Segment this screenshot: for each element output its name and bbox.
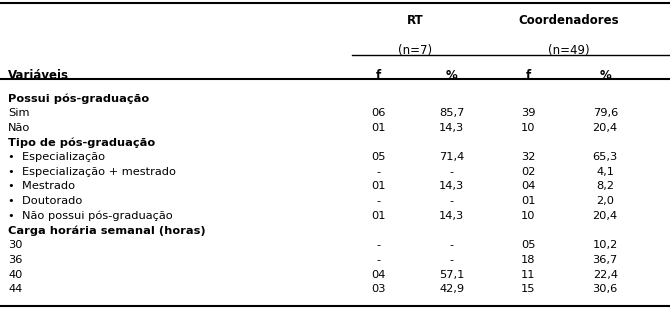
Text: -: - [377, 196, 381, 206]
Text: Tipo de pós-graduação: Tipo de pós-graduação [8, 138, 155, 148]
Text: 79,6: 79,6 [592, 108, 618, 118]
Text: Sim: Sim [8, 108, 29, 118]
Text: 36: 36 [8, 255, 22, 265]
Text: 06: 06 [371, 108, 385, 118]
Text: 01: 01 [521, 196, 536, 206]
Text: (n=7): (n=7) [398, 44, 432, 57]
Text: 14,3: 14,3 [439, 211, 464, 221]
Text: 57,1: 57,1 [439, 270, 464, 280]
Text: Possui pós-graduação: Possui pós-graduação [8, 93, 149, 104]
Text: 20,4: 20,4 [593, 123, 618, 133]
Text: Coordenadores: Coordenadores [518, 14, 619, 27]
Text: 30: 30 [8, 240, 23, 250]
Text: 11: 11 [521, 270, 536, 280]
Text: Carga horária semanal (horas): Carga horária semanal (horas) [8, 226, 206, 236]
Text: 8,2: 8,2 [596, 181, 614, 192]
Text: 01: 01 [371, 181, 386, 192]
Text: 65,3: 65,3 [592, 152, 618, 162]
Text: %: % [446, 69, 458, 82]
Text: 04: 04 [371, 270, 385, 280]
Text: 40: 40 [8, 270, 22, 280]
Text: 4,1: 4,1 [596, 167, 614, 177]
Text: 42,9: 42,9 [440, 284, 464, 294]
Text: 18: 18 [521, 255, 536, 265]
Text: f: f [526, 69, 531, 82]
Text: 10: 10 [521, 123, 536, 133]
Text: 05: 05 [371, 152, 386, 162]
Text: 30,6: 30,6 [592, 284, 618, 294]
Text: 15: 15 [521, 284, 536, 294]
Text: 04: 04 [521, 181, 536, 192]
Text: 02: 02 [521, 167, 536, 177]
Text: (n=49): (n=49) [547, 44, 590, 57]
Text: -: - [450, 240, 454, 250]
Text: -: - [377, 240, 381, 250]
Text: -: - [450, 167, 454, 177]
Text: 36,7: 36,7 [592, 255, 618, 265]
Text: •  Mestrado: • Mestrado [8, 181, 75, 192]
Text: 01: 01 [371, 211, 386, 221]
Text: •  Não possui pós-graduação: • Não possui pós-graduação [8, 211, 173, 221]
Text: -: - [450, 196, 454, 206]
Text: 39: 39 [521, 108, 536, 118]
Text: Variáveis: Variáveis [8, 69, 69, 82]
Text: 01: 01 [371, 123, 386, 133]
Text: %: % [600, 69, 611, 82]
Text: •  Doutorado: • Doutorado [8, 196, 82, 206]
Text: -: - [450, 255, 454, 265]
Text: 71,4: 71,4 [439, 152, 464, 162]
Text: f: f [376, 69, 381, 82]
Text: 14,3: 14,3 [439, 181, 464, 192]
Text: Não: Não [8, 123, 30, 133]
Text: 85,7: 85,7 [439, 108, 464, 118]
Text: RT: RT [407, 14, 423, 27]
Text: 10: 10 [521, 211, 536, 221]
Text: 14,3: 14,3 [439, 123, 464, 133]
Text: 32: 32 [521, 152, 536, 162]
Text: 03: 03 [371, 284, 386, 294]
Text: 22,4: 22,4 [593, 270, 618, 280]
Text: 05: 05 [521, 240, 536, 250]
Text: -: - [377, 167, 381, 177]
Text: 2,0: 2,0 [596, 196, 614, 206]
Text: 44: 44 [8, 284, 22, 294]
Text: -: - [377, 255, 381, 265]
Text: •  Especialização + mestrado: • Especialização + mestrado [8, 167, 176, 177]
Text: 20,4: 20,4 [593, 211, 618, 221]
Text: •  Especialização: • Especialização [8, 152, 105, 162]
Text: 10,2: 10,2 [592, 240, 618, 250]
